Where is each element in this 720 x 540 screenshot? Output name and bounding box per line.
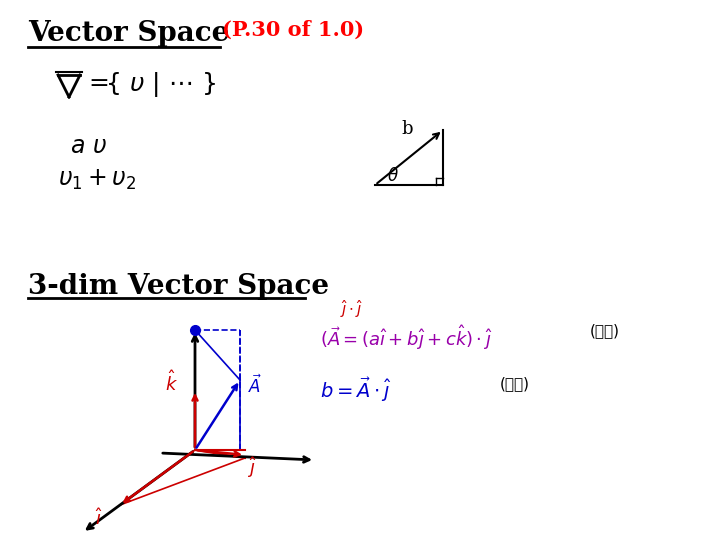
Text: $\hat{k}$: $\hat{k}$: [165, 370, 178, 395]
Text: $\upsilon_1 + \upsilon_2$: $\upsilon_1 + \upsilon_2$: [58, 168, 136, 192]
Text: $\hat{\imath}$: $\hat{\imath}$: [95, 508, 103, 529]
Text: (分析): (分析): [500, 376, 530, 391]
Text: $b = \vec{A}\cdot\hat{\jmath}$: $b = \vec{A}\cdot\hat{\jmath}$: [320, 376, 392, 404]
Text: Vector Space: Vector Space: [28, 20, 239, 47]
Text: $\theta$: $\theta$: [387, 167, 399, 185]
Text: $\hat{\jmath}$: $\hat{\jmath}$: [247, 455, 257, 480]
Text: 3-dim Vector Space: 3-dim Vector Space: [28, 273, 329, 300]
Text: $\hat{\jmath}\cdot\hat{\jmath}$: $\hat{\jmath}\cdot\hat{\jmath}$: [340, 298, 364, 320]
Text: =: =: [88, 72, 109, 95]
Text: b: b: [401, 120, 413, 138]
Text: $\{\ \upsilon\ |\ \cdots\ \}$: $\{\ \upsilon\ |\ \cdots\ \}$: [105, 70, 216, 99]
Text: (合式): (合式): [590, 323, 620, 338]
Text: $\vec{A}$: $\vec{A}$: [248, 375, 262, 397]
Text: (P.30 of 1.0): (P.30 of 1.0): [222, 20, 364, 40]
Text: $a\ \upsilon$: $a\ \upsilon$: [70, 135, 107, 158]
Text: $(\vec{A} = (a\hat{\imath}+b\hat{\jmath}+c\hat{k})\cdot\hat{\jmath}$: $(\vec{A} = (a\hat{\imath}+b\hat{\jmath}…: [320, 323, 493, 352]
